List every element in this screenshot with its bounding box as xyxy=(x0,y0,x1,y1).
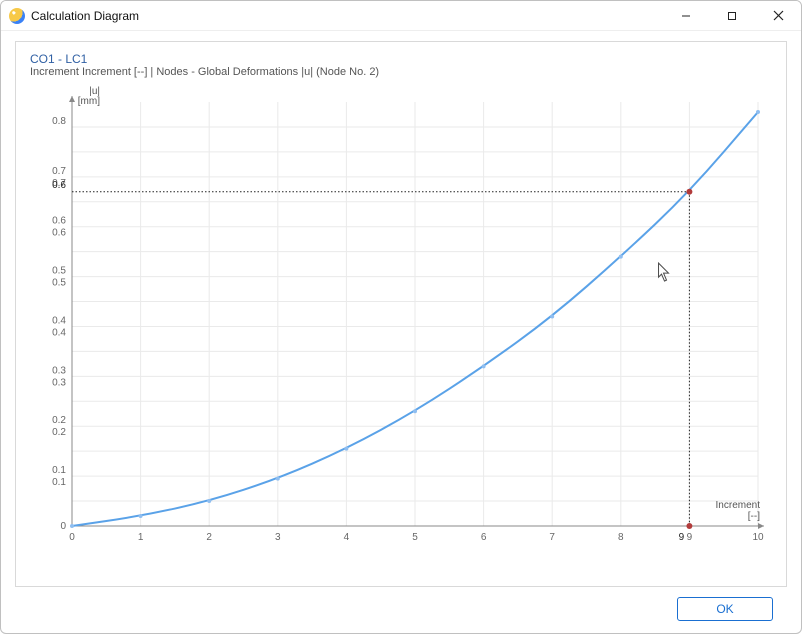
content: CO1 - LC1 Increment Increment [--] | Nod… xyxy=(1,31,801,633)
close-button[interactable] xyxy=(755,1,801,31)
svg-text:0.8: 0.8 xyxy=(52,116,66,127)
svg-text:0.3: 0.3 xyxy=(52,377,66,388)
ok-button[interactable]: OK xyxy=(677,597,773,621)
svg-text:0.3: 0.3 xyxy=(52,365,66,376)
app-window: Calculation Diagram CO1 - LC1 Increment … xyxy=(0,0,802,634)
maximize-button[interactable] xyxy=(709,1,755,31)
chart-panel: CO1 - LC1 Increment Increment [--] | Nod… xyxy=(15,41,787,587)
svg-text:9: 9 xyxy=(687,532,693,543)
svg-text:4: 4 xyxy=(344,532,350,543)
titlebar: Calculation Diagram xyxy=(1,1,801,31)
svg-text:0.1: 0.1 xyxy=(52,465,66,476)
close-icon xyxy=(773,10,784,21)
svg-text:0.2: 0.2 xyxy=(52,427,66,438)
svg-text:10: 10 xyxy=(752,532,764,543)
chart-header-1: CO1 - LC1 xyxy=(30,52,772,66)
chart-svg: 0 1 2 3 4 5 6 7 8 9 10 0 0.10.1 0.20.2 0.30.3 0.40.4 0.5… xyxy=(30,80,772,556)
svg-text:0.6: 0.6 xyxy=(52,180,66,191)
svg-text:0.6: 0.6 xyxy=(52,216,66,227)
svg-text:0.5: 0.5 xyxy=(52,266,66,277)
chart-header-2: Increment Increment [--] | Nodes - Globa… xyxy=(30,66,772,78)
svg-text:0.1: 0.1 xyxy=(52,477,66,488)
minimize-button[interactable] xyxy=(663,1,709,31)
footer: OK xyxy=(15,587,787,633)
svg-text:0.4: 0.4 xyxy=(52,315,66,326)
svg-text:1: 1 xyxy=(138,532,144,543)
svg-text:3: 3 xyxy=(275,532,281,543)
svg-text:[--]: [--] xyxy=(748,511,760,522)
svg-text:8: 8 xyxy=(618,532,624,543)
svg-text:0.2: 0.2 xyxy=(52,415,66,426)
chart-area[interactable]: 0 1 2 3 4 5 6 7 8 9 10 0 0.10.1 0.20.2 0.30.3 0.40.4 0.5… xyxy=(30,80,772,556)
svg-text:5: 5 xyxy=(412,532,418,543)
ok-button-label: OK xyxy=(716,602,733,616)
window-title: Calculation Diagram xyxy=(31,9,139,23)
minimize-icon xyxy=(681,11,691,21)
svg-text:0: 0 xyxy=(60,521,66,532)
svg-text:6: 6 xyxy=(481,532,487,543)
svg-text:9: 9 xyxy=(679,532,685,543)
svg-text:2: 2 xyxy=(206,532,212,543)
svg-text:0: 0 xyxy=(69,532,75,543)
app-icon xyxy=(9,8,25,24)
maximize-icon xyxy=(727,11,737,21)
svg-text:7: 7 xyxy=(549,532,555,543)
svg-text:0.5: 0.5 xyxy=(52,278,66,289)
svg-text:0.4: 0.4 xyxy=(52,327,66,338)
svg-text:[mm]: [mm] xyxy=(78,96,100,107)
svg-text:0.6: 0.6 xyxy=(52,228,66,239)
svg-text:0.7: 0.7 xyxy=(52,166,66,177)
svg-text:Increment: Increment xyxy=(716,500,761,511)
